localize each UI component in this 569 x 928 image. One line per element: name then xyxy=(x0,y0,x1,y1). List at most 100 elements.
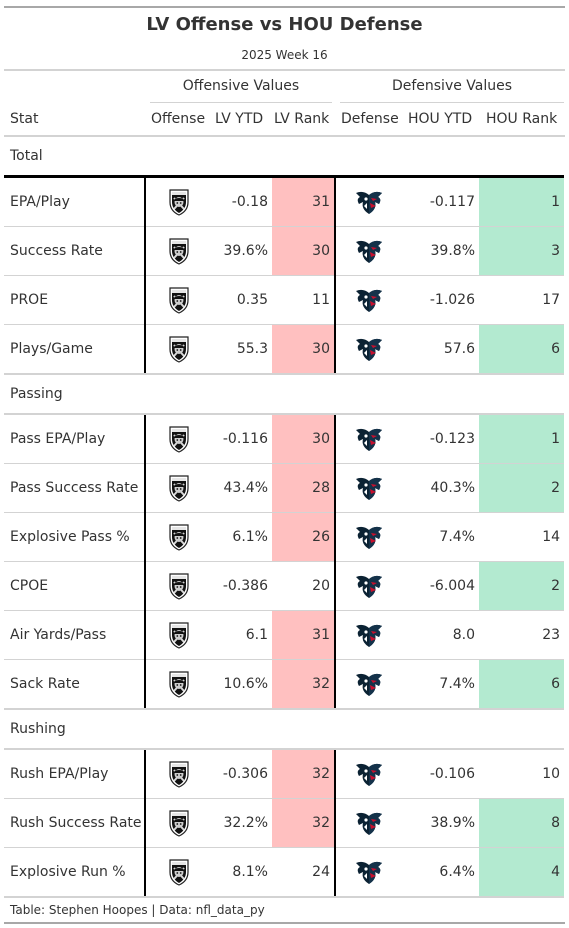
defense-rank: 23 xyxy=(479,610,565,660)
group-row: Passing xyxy=(4,374,565,415)
defense-rank: 2 xyxy=(479,463,565,513)
offense-rank: 26 xyxy=(272,512,335,562)
defense-logo xyxy=(334,847,401,898)
defense-spanner: Defensive Values xyxy=(391,78,513,94)
offense-logo xyxy=(144,226,211,276)
table-row: Rush EPA/Play -0.306 32 -0.106 10 xyxy=(4,749,565,799)
table-row: Air Yards/Pass 6.1 31 8.0 23 xyxy=(4,610,565,660)
defense-logo xyxy=(334,176,401,227)
offense-ytd: 10.6% xyxy=(211,659,272,710)
col-header-hou-rank: HOU Rank xyxy=(486,111,558,127)
offense-rank: 32 xyxy=(272,749,335,799)
offense-rank: 28 xyxy=(272,463,335,513)
defense-ytd: 39.8% xyxy=(401,226,479,276)
offense-rank: 24 xyxy=(272,847,335,898)
defense-rank: 6 xyxy=(479,659,565,710)
stat-label: Explosive Run % xyxy=(4,847,145,898)
raiders-logo-icon xyxy=(146,424,211,454)
defense-rank: 3 xyxy=(479,226,565,276)
stat-label: EPA/Play xyxy=(4,176,145,227)
stat-label: Sack Rate xyxy=(4,659,145,710)
offense-ytd: 6.1 xyxy=(211,610,272,660)
texans-logo-icon xyxy=(336,424,401,454)
offense-spanner-line xyxy=(150,102,332,103)
texans-logo-icon xyxy=(336,473,401,503)
offense-rank: 31 xyxy=(272,176,335,227)
stats-grid: Total EPA/Play -0.18 31 -0.117 1 Success Rat… xyxy=(4,137,565,898)
defense-rank: 17 xyxy=(479,275,565,325)
offense-ytd: 43.4% xyxy=(211,463,272,513)
stat-label: Air Yards/Pass xyxy=(4,610,145,660)
table-footer: Table: Stephen Hoopes | Data: nfl_data_p… xyxy=(10,903,265,917)
offense-ytd: 0.35 xyxy=(211,275,272,325)
raiders-logo-icon xyxy=(146,857,211,887)
raiders-logo-icon xyxy=(146,187,211,217)
stat-label: Explosive Pass % xyxy=(4,512,145,562)
defense-logo xyxy=(334,610,401,660)
offense-rank: 30 xyxy=(272,414,335,464)
offense-ytd: -0.116 xyxy=(211,414,272,464)
offense-logo xyxy=(144,324,211,375)
defense-rank: 14 xyxy=(479,512,565,562)
defense-ytd: -0.123 xyxy=(401,414,479,464)
offense-rank: 31 xyxy=(272,610,335,660)
table-row: Plays/Game 55.3 30 57.6 6 xyxy=(4,324,565,375)
offense-rank: 32 xyxy=(272,659,335,710)
offense-ytd: -0.386 xyxy=(211,561,272,611)
texans-logo-icon xyxy=(336,669,401,699)
group-label: Passing xyxy=(4,374,565,415)
defense-ytd: -1.026 xyxy=(401,275,479,325)
raiders-logo-icon xyxy=(146,669,211,699)
offense-logo xyxy=(144,561,211,611)
table-subtitle: 2025 Week 16 xyxy=(241,48,328,62)
offense-ytd: 6.1% xyxy=(211,512,272,562)
defense-rank: 6 xyxy=(479,324,565,375)
texans-logo-icon xyxy=(336,522,401,552)
offense-rank: 20 xyxy=(272,561,335,611)
raiders-logo-icon xyxy=(146,285,211,315)
defense-rank: 1 xyxy=(479,414,565,464)
offense-rank: 32 xyxy=(272,798,335,848)
stat-label: Rush Success Rate xyxy=(4,798,145,848)
stat-label: Plays/Game xyxy=(4,324,145,375)
col-header-stat: Stat xyxy=(10,111,39,127)
offense-logo xyxy=(144,847,211,898)
offense-ytd: -0.18 xyxy=(211,176,272,227)
defense-logo xyxy=(334,798,401,848)
defense-ytd: 8.0 xyxy=(401,610,479,660)
offense-logo xyxy=(144,749,211,799)
texans-logo-icon xyxy=(336,759,401,789)
texans-logo-icon xyxy=(336,857,401,887)
offense-logo xyxy=(144,610,211,660)
offense-ytd: 8.1% xyxy=(211,847,272,898)
table-row: Sack Rate 10.6% 32 7.4% 6 xyxy=(4,659,565,710)
defense-logo xyxy=(334,512,401,562)
defense-ytd: 7.4% xyxy=(401,659,479,710)
top-rule xyxy=(4,6,565,8)
raiders-logo-icon xyxy=(146,571,211,601)
header-rule xyxy=(4,69,565,71)
table-row: Explosive Pass % 6.1% 26 7.4% 14 xyxy=(4,512,565,562)
offense-ytd: 39.6% xyxy=(211,226,272,276)
table-row: EPA/Play -0.18 31 -0.117 1 xyxy=(4,176,565,227)
defense-ytd: 6.4% xyxy=(401,847,479,898)
raiders-logo-icon xyxy=(146,759,211,789)
texans-logo-icon xyxy=(336,334,401,364)
offense-rank: 11 xyxy=(272,275,335,325)
stat-label: PROE xyxy=(4,275,145,325)
defense-ytd: 7.4% xyxy=(401,512,479,562)
stat-label: Rush EPA/Play xyxy=(4,749,145,799)
offense-logo xyxy=(144,275,211,325)
offense-logo xyxy=(144,659,211,710)
raiders-logo-icon xyxy=(146,473,211,503)
raiders-logo-icon xyxy=(146,620,211,650)
offense-logo xyxy=(144,512,211,562)
defense-ytd: -0.117 xyxy=(401,176,479,227)
defense-ytd: 40.3% xyxy=(401,463,479,513)
defense-logo xyxy=(334,659,401,710)
raiders-logo-icon xyxy=(146,522,211,552)
offense-ytd: 32.2% xyxy=(211,798,272,848)
table-row: Success Rate 39.6% 30 39.8% 3 xyxy=(4,226,565,276)
offense-spanner: Offensive Values xyxy=(182,78,300,94)
